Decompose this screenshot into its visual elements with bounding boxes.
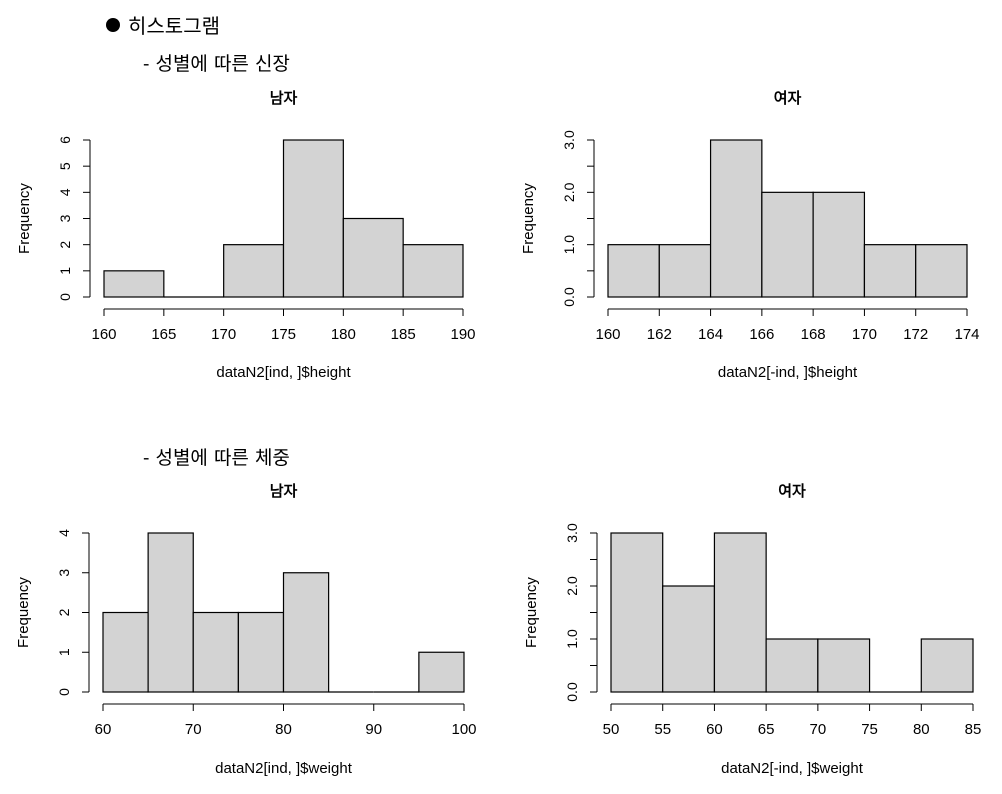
x-tick-label: 55 xyxy=(654,721,671,738)
y-axis-label: Frequency xyxy=(523,577,540,648)
plot-area: 160 162 164 166 168 170 172 174 0.0 1.0 2.0 3.0 여자 da… xyxy=(520,90,980,381)
x-tick-label: 75 xyxy=(861,721,878,738)
x-tick-label: 166 xyxy=(749,326,774,343)
y-tick-label: 3 xyxy=(57,214,73,222)
y-tick-label: 0 xyxy=(57,293,73,301)
x-tick-label: 160 xyxy=(595,326,620,343)
histogram-bar xyxy=(147,532,194,693)
x-tick-label: 190 xyxy=(450,326,475,343)
x-axis-label: dataN2[-ind, ]$height xyxy=(718,364,858,381)
bullet-icon xyxy=(106,18,120,32)
x-tick-label: 60 xyxy=(95,721,112,738)
chart-title: 여자 xyxy=(774,90,802,107)
chart-title: 남자 xyxy=(270,90,298,107)
y-tick-label: 1.0 xyxy=(564,629,580,649)
y-tick-label: 1 xyxy=(57,267,73,275)
histogram-bar xyxy=(402,244,464,298)
histogram-bar xyxy=(282,572,330,693)
x-tick-label: 160 xyxy=(91,326,116,343)
x-tick-label: 50 xyxy=(603,721,620,738)
y-tick-label: 5 xyxy=(57,162,73,170)
section-label-height: - 성별에 따른 신장 xyxy=(143,53,290,75)
page-heading: 히스토그램 xyxy=(106,10,220,39)
x-tick-label: 70 xyxy=(185,721,202,738)
x-tick-label: 165 xyxy=(151,326,176,343)
histogram-bar xyxy=(915,244,968,298)
histogram-bar xyxy=(662,585,716,693)
histogram-bar xyxy=(920,638,974,693)
y-tick-label: 0.0 xyxy=(564,682,580,702)
y-tick-label: 0.0 xyxy=(561,287,577,307)
x-tick-label: 185 xyxy=(391,326,416,343)
x-tick-label: 65 xyxy=(758,721,775,738)
y-tick-label: 3 xyxy=(56,569,72,577)
histogram-male-weight: 60 70 80 90 100 0 1 2 3 4 남자 dataN2[ind, ]$weight Fr… xyxy=(15,483,477,777)
x-tick-label: 70 xyxy=(810,721,827,738)
x-tick-label: 180 xyxy=(331,326,356,343)
histogram-bar xyxy=(658,244,712,298)
histogram-bar xyxy=(709,139,763,298)
y-tick-label: 4 xyxy=(57,188,73,196)
x-tick-label: 100 xyxy=(451,721,476,738)
x-tick-label: 162 xyxy=(647,326,672,343)
plot-area: 60 70 80 90 100 0 1 2 3 4 남자 dataN2[ind, ]$weight Fr… xyxy=(15,483,477,777)
x-tick-label: 90 xyxy=(365,721,382,738)
y-tick-label: 3.0 xyxy=(561,130,577,150)
x-axis-label: dataN2[ind, ]$weight xyxy=(215,760,353,777)
histogram-bar xyxy=(765,638,819,693)
y-tick-label: 6 xyxy=(57,136,73,144)
histogram-bar xyxy=(713,532,767,693)
y-axis-label: Frequency xyxy=(16,183,33,254)
y-tick-label: 2.0 xyxy=(561,182,577,202)
y-tick-label: 2.0 xyxy=(564,576,580,596)
histogram-bar xyxy=(610,532,664,693)
histogram-bar xyxy=(237,611,285,693)
histogram-female-weight: 50 55 60 65 70 75 80 85 0.0 1.0 2.0 3.0 여자 dataN2[-in… xyxy=(523,483,981,777)
x-tick-label: 170 xyxy=(852,326,877,343)
x-tick-label: 172 xyxy=(903,326,928,343)
y-tick-label: 0 xyxy=(56,688,72,696)
plot-area: 160 165 170 175 180 185 190 0 1 2 3 4 5 6 남자 dataN2[ind… xyxy=(16,90,476,381)
chart-title: 남자 xyxy=(270,483,298,500)
y-tick-label: 3.0 xyxy=(564,523,580,543)
histogram-bar xyxy=(282,139,344,298)
y-tick-label: 2 xyxy=(57,241,73,249)
plot-area: 50 55 60 65 70 75 80 85 0.0 1.0 2.0 3.0 여자 dataN2[-in… xyxy=(523,483,981,777)
y-tick-label: 1 xyxy=(56,648,72,656)
histogram-bar xyxy=(863,244,917,298)
section-label-weight: - 성별에 따른 체중 xyxy=(143,447,290,469)
x-tick-label: 80 xyxy=(275,721,292,738)
histogram-bar xyxy=(761,191,814,298)
histogram-bar xyxy=(342,217,404,298)
y-tick-label: 4 xyxy=(56,529,72,537)
x-tick-label: 170 xyxy=(211,326,236,343)
histogram-bar xyxy=(192,611,239,693)
x-tick-label: 175 xyxy=(271,326,296,343)
x-tick-label: 168 xyxy=(801,326,826,343)
x-tick-label: 60 xyxy=(706,721,723,738)
x-tick-label: 174 xyxy=(954,326,979,343)
histogram-bar xyxy=(817,638,871,693)
histogram-bar xyxy=(103,270,165,298)
histogram-male-height: 160 165 170 175 180 185 190 0 1 2 3 4 5 6 남자 dataN2[ind… xyxy=(16,90,476,381)
x-axis-label: dataN2[-ind, ]$weight xyxy=(721,760,864,777)
y-tick-label: 2 xyxy=(56,608,72,616)
x-tick-label: 85 xyxy=(965,721,982,738)
chart-title: 여자 xyxy=(778,483,806,500)
y-axis-label: Frequency xyxy=(15,577,32,648)
histogram-bar xyxy=(812,191,866,298)
histogram-bar xyxy=(102,611,149,693)
histogram-bar xyxy=(607,244,660,298)
x-tick-label: 80 xyxy=(913,721,930,738)
y-tick-label: 1.0 xyxy=(561,235,577,255)
x-tick-label: 164 xyxy=(698,326,723,343)
histogram-female-height: 160 162 164 166 168 170 172 174 0.0 1.0 2.0 3.0 여자 da… xyxy=(520,90,980,381)
histogram-bar xyxy=(223,244,285,298)
heading-text: 히스토그램 xyxy=(128,14,220,38)
histogram-bar xyxy=(418,651,465,693)
y-axis-label: Frequency xyxy=(520,183,537,254)
x-axis-label: dataN2[ind, ]$height xyxy=(216,364,351,381)
